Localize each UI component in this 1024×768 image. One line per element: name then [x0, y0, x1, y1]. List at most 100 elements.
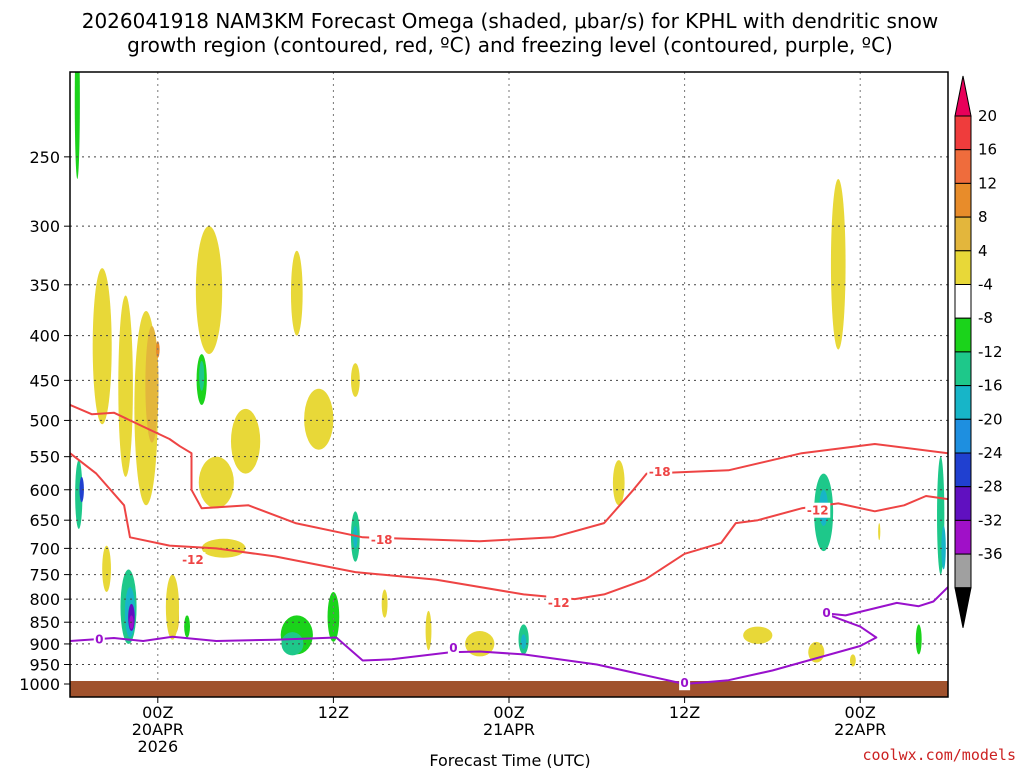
x-tick-label-6-3: 2026 — [137, 737, 178, 756]
omega-negative-cell-0 — [74, 72, 80, 179]
colorbar-segment-8 — [954, 351, 972, 387]
colorbar-tick-7: -12 — [978, 343, 1003, 361]
y-axis: 250 300 350 400 450 500 550 600 650 700 750 800 850 9… — [19, 148, 70, 694]
colorbar-segment-10 — [954, 418, 972, 454]
y-tick-label-300: 300 — [29, 217, 60, 236]
omega-positive-cell-23 — [878, 523, 881, 541]
colorbar-tick-8: -16 — [978, 377, 1003, 395]
colorbar-segment-7 — [954, 317, 972, 353]
omega-positive-cell-20 — [743, 626, 773, 644]
omega-positive-cell-18 — [612, 460, 625, 506]
omega-positive-cell-7 — [230, 408, 261, 474]
y-tick-label-800: 800 — [29, 590, 60, 609]
y-tick-label-350: 350 — [29, 276, 60, 295]
y-tick-label-550: 550 — [29, 448, 60, 467]
omega-positive-cell-5 — [198, 456, 234, 509]
colorbar-tick-4: 4 — [978, 242, 988, 260]
colorbar-tick-9: -20 — [978, 410, 1003, 428]
contour-label-layer: -18 -18 -12 -12 -12 0 0 0 0 — [93, 464, 833, 691]
dgz-label-2: -12 — [182, 553, 204, 567]
colorbar-tick-0: 20 — [978, 107, 997, 125]
freezing-label-0-bg — [93, 631, 105, 647]
omega-positive-cell-1 — [118, 295, 133, 477]
freezing-label-1-bg — [447, 640, 459, 656]
y-tick-label-900: 900 — [29, 635, 60, 654]
ground-surface — [70, 681, 948, 697]
freezing-label-0: 0 — [95, 633, 103, 647]
colorbar-top-arrow — [954, 75, 972, 117]
dgz-label-4: -12 — [807, 504, 829, 518]
y-tick-label-600: 600 — [29, 481, 60, 500]
omega-positive-cell-22 — [849, 654, 856, 667]
y-tick-label-750: 750 — [29, 566, 60, 585]
freezing-label-2-bg — [679, 675, 691, 691]
plot-area: -18 -18 -12 -12 -12 0 0 0 0 — [70, 72, 948, 697]
y-tick-label-850: 850 — [29, 613, 60, 632]
omega-positive-cell-16 — [425, 610, 432, 651]
credit-text: coolwx.com/models — [862, 746, 1016, 764]
y-tick-label-400: 400 — [29, 327, 60, 346]
colorbar-tick-6: -8 — [978, 309, 993, 327]
x-tick-label-42-1: 12Z — [669, 703, 700, 722]
omega-negative-cell-16 — [521, 634, 527, 650]
omega-positive-cell-3 — [145, 325, 159, 443]
colorbar-tick-10: -24 — [978, 444, 1003, 462]
dgz-contour-minus18 — [70, 452, 948, 601]
omega-positive-cell-11 — [350, 363, 360, 397]
colorbar-segment-5 — [954, 250, 972, 286]
x-axis-label: Forecast Time (UTC) — [429, 751, 590, 768]
omega-positive-cell-9 — [304, 388, 334, 450]
omega-negative-cell-12 — [327, 591, 340, 642]
colorbar-segment-6 — [954, 284, 972, 319]
chart-title-line1: 2026041918 NAM3KM Forecast Omega (shaded… — [82, 9, 939, 33]
x-tick-label-54-2: 22APR — [834, 720, 886, 739]
omega-positive-cell-19 — [830, 179, 846, 350]
omega-negative-cell-14 — [353, 525, 358, 549]
omega-positive-cell-12 — [102, 545, 111, 592]
freezing-label-3: 0 — [822, 606, 830, 620]
omega-positive-cell-0 — [92, 268, 112, 425]
colorbar-tick-2: 12 — [978, 174, 997, 192]
dgz-label-4-bg — [805, 502, 831, 518]
colorbar-tick-1: 16 — [978, 141, 997, 159]
x-tick-label-30-2: 21APR — [483, 720, 535, 739]
colorbar: 20 16 12 8 4 -4 -8 -12 -16 -20 -24 -28 -32 -36 — [954, 75, 1003, 628]
x-tick-label-54-1: 00Z — [845, 703, 876, 722]
omega-positive-cell-8 — [290, 250, 303, 336]
dgz-label-0-bg — [647, 464, 673, 480]
colorbar-tick-11: -28 — [978, 478, 1003, 496]
colorbar-segment-2 — [954, 149, 972, 184]
colorbar-segment-11 — [954, 452, 972, 488]
y-tick-label-700: 700 — [29, 539, 60, 558]
colorbar-segment-3 — [954, 182, 972, 218]
omega-negative-cell-21 — [915, 624, 922, 655]
omega-negative-cell-9 — [184, 615, 190, 638]
omega-positive-cell-6 — [195, 226, 223, 355]
x-tick-label-6-1: 00Z — [142, 703, 173, 722]
dgz-label-1: -18 — [371, 533, 393, 547]
dgz-label-3: -12 — [548, 596, 570, 610]
y-tick-label-650: 650 — [29, 511, 60, 530]
freezing-label-3-bg — [821, 605, 833, 621]
omega-negative-cell-20 — [941, 525, 946, 570]
dgz-label-3-bg — [546, 594, 572, 610]
x-tick-label-18-1: 12Z — [318, 703, 349, 722]
grid-layer — [70, 72, 948, 697]
colorbar-segment-4 — [954, 216, 972, 252]
omega-negative-cell-2 — [79, 476, 84, 503]
colorbar-tick-13: -36 — [978, 545, 1003, 563]
omega-positive-cell-14 — [165, 574, 180, 640]
y-tick-label-250: 250 — [29, 148, 60, 167]
x-tick-label-30-1: 00Z — [493, 703, 524, 722]
y-tick-label-500: 500 — [29, 411, 60, 430]
y-tick-label-1000: 1000 — [19, 675, 60, 694]
omega-negative-cell-1 — [75, 460, 83, 529]
y-tick-label-450: 450 — [29, 371, 60, 390]
x-tick-label-6-2: 20APR — [132, 720, 184, 739]
colorbar-segment-1 — [954, 115, 972, 151]
omega-positive-cell-10 — [201, 538, 246, 558]
omega-positive-cell-15 — [381, 589, 388, 618]
y-tick-label-950: 950 — [29, 655, 60, 674]
freezing-level-contour — [70, 586, 948, 685]
